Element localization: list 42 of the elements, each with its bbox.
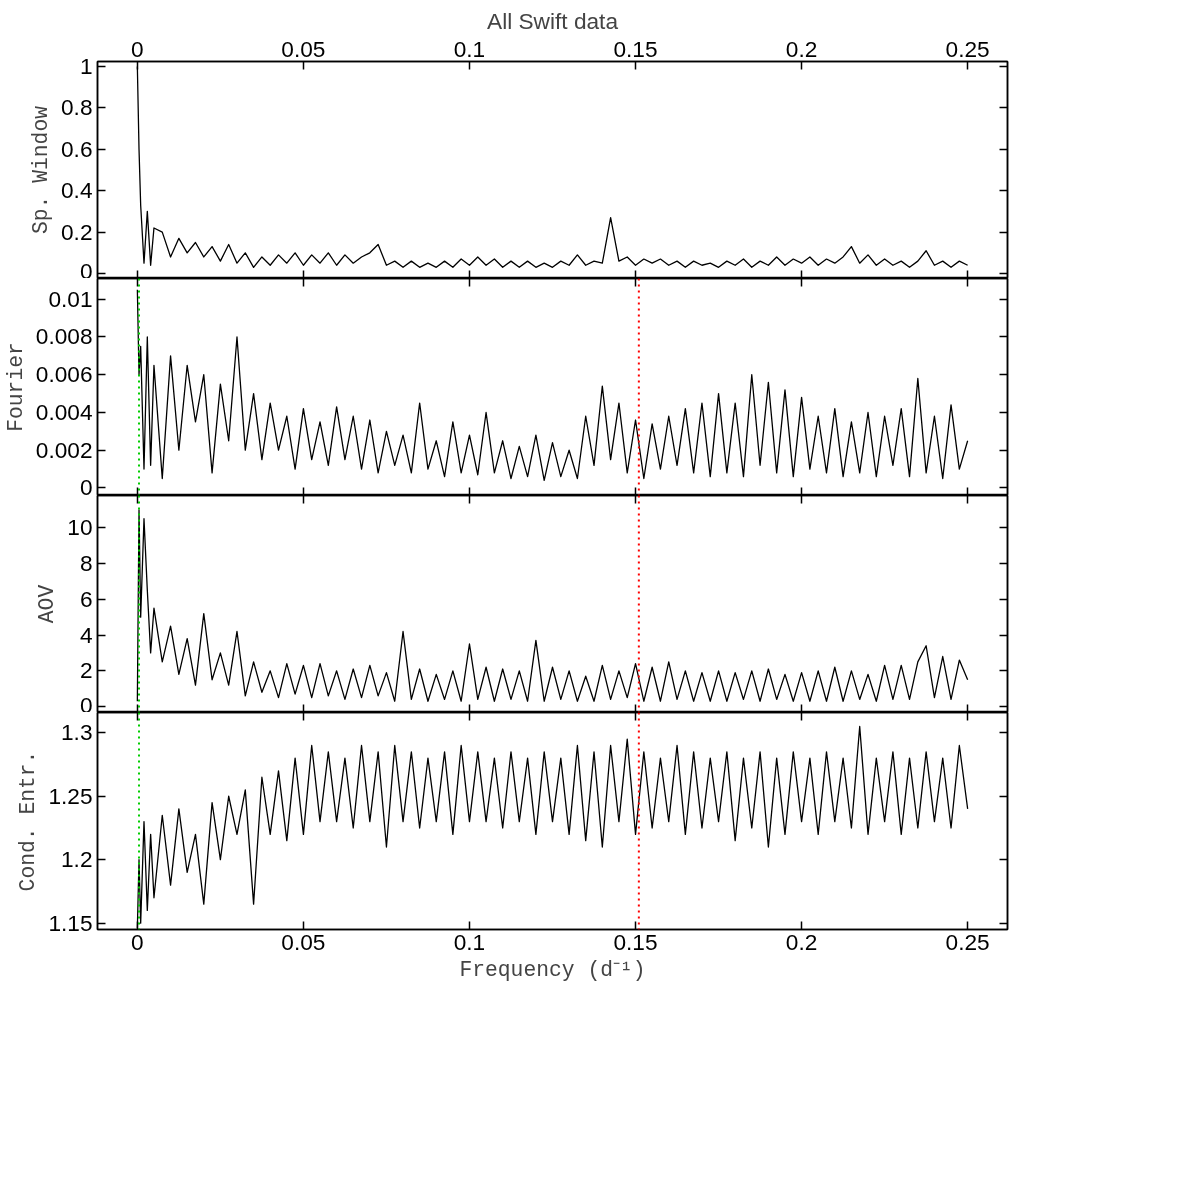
y-tick-label: 0 [79, 257, 93, 284]
y-axis-title: Sp. Window [29, 105, 53, 234]
y-tick-label: 0 [79, 474, 93, 501]
y-tick-label: 0.004 [35, 398, 93, 425]
x2-tick-label: 0.15 [613, 35, 658, 62]
y-tick-label: 0.006 [35, 361, 93, 388]
line-series [136, 509, 969, 702]
y-tick-label: 0.01 [48, 285, 93, 312]
x2-tick-label: 0 [131, 35, 144, 62]
y-tick-label: 0 [79, 691, 93, 718]
y-tick-label: 1.2 [61, 846, 93, 873]
y-tick-label: 0.002 [35, 436, 93, 463]
line-series [136, 289, 969, 482]
y-tick-label: 2 [79, 657, 93, 684]
x2-tick-label: 0.25 [945, 35, 990, 62]
y-tick-label: 1.3 [61, 719, 93, 746]
x-tick-label: 0.15 [613, 928, 658, 955]
y-tick-label: 1 [79, 52, 93, 79]
y-tick-label: 0.4 [61, 177, 93, 204]
y-axis-title: Cond. Entr. [16, 750, 41, 892]
y-tick-label: 4 [79, 621, 93, 648]
y-axis-title: AOV [35, 584, 60, 624]
y-tick-label: 1.15 [48, 909, 93, 936]
x2-tick-label: 0.05 [281, 35, 326, 62]
y-tick-label: 1.25 [48, 782, 93, 809]
x-tick-label: 0.25 [945, 928, 990, 955]
x-tick-label: 0.05 [281, 928, 326, 955]
chart-title: All Swift data [487, 7, 619, 34]
y-tick-label: 0.8 [61, 94, 93, 121]
x-axis-title: Frequency (d⁻¹) [459, 957, 646, 982]
y-tick-label: 6 [79, 585, 93, 612]
y-tick-label: 0.6 [61, 135, 93, 162]
x-tick-label: 0.1 [453, 928, 486, 955]
y-tick-label: 10 [67, 514, 93, 541]
y-tick-label: 8 [79, 549, 93, 576]
y-tick-label: 0.2 [61, 218, 93, 245]
y-tick-label: 0.008 [35, 323, 93, 350]
y-axis-title: Fourier [3, 342, 28, 432]
x-tick-label: 0.2 [785, 928, 818, 955]
x2-tick-label: 0.1 [453, 35, 486, 62]
x2-tick-label: 0.2 [785, 35, 818, 62]
x-tick-label: 0 [131, 928, 144, 955]
